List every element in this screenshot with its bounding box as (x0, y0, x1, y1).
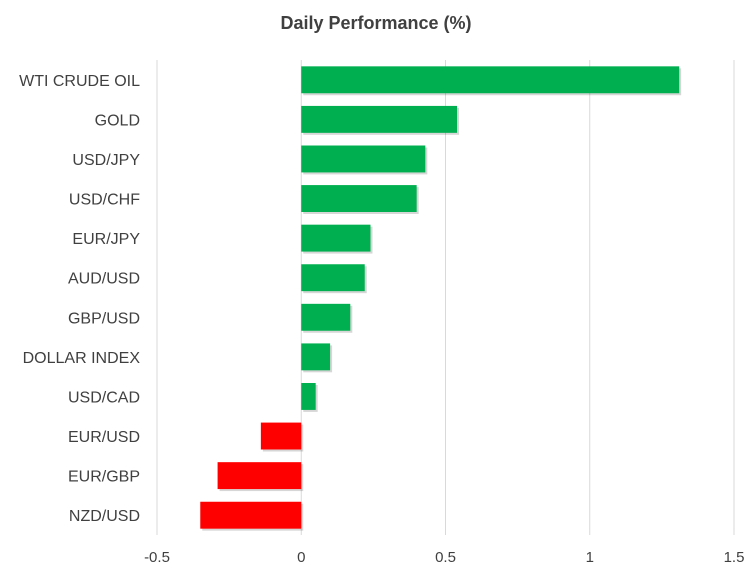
category-label: DOLLAR INDEX (23, 350, 141, 367)
x-tick-label: 1.5 (724, 549, 745, 566)
category-label: GOLD (95, 112, 140, 129)
bar-wti-crude-oil (301, 66, 680, 94)
category-label: AUD/USD (68, 271, 140, 288)
bar-eur-usd (260, 422, 302, 450)
category-label: EUR/USD (68, 429, 140, 446)
category-label: USD/JPY (72, 152, 140, 169)
x-tick-label: 1 (586, 549, 594, 566)
bar-eur-jpy (301, 224, 371, 252)
x-axis-tick-labels: -0.5 0 0.5 1 1.5 (144, 549, 744, 566)
chart-title: Daily Performance (%) (280, 13, 471, 33)
category-label: GBP/USD (68, 310, 140, 327)
x-tick-label: -0.5 (144, 549, 170, 566)
category-label: WTI CRUDE OIL (19, 73, 140, 90)
x-tick-label: 0.5 (435, 549, 456, 566)
bar-dollar-index (301, 343, 331, 371)
category-label: USD/CHF (69, 192, 140, 209)
bar-nzd-usd (200, 501, 302, 529)
bars (200, 66, 682, 531)
category-label: USD/CAD (68, 389, 140, 406)
category-label: EUR/JPY (72, 231, 140, 248)
bar-usd-chf (301, 185, 417, 212)
bar-gold (301, 105, 458, 133)
category-label: EUR/GBP (68, 469, 140, 486)
bar-gbp-usd (301, 303, 351, 331)
category-labels: WTI CRUDE OIL GOLD USD/JPY USD/CHF EUR/JPY AU… (19, 73, 140, 525)
bar-aud-usd (301, 264, 365, 292)
grid-lines (156, 60, 735, 535)
bar-eur-gbp (217, 462, 302, 490)
category-label: NZD/USD (69, 508, 140, 525)
x-tick-label: 0 (297, 549, 305, 566)
bar-usd-jpy (301, 145, 426, 173)
bar-usd-cad (301, 383, 316, 410)
